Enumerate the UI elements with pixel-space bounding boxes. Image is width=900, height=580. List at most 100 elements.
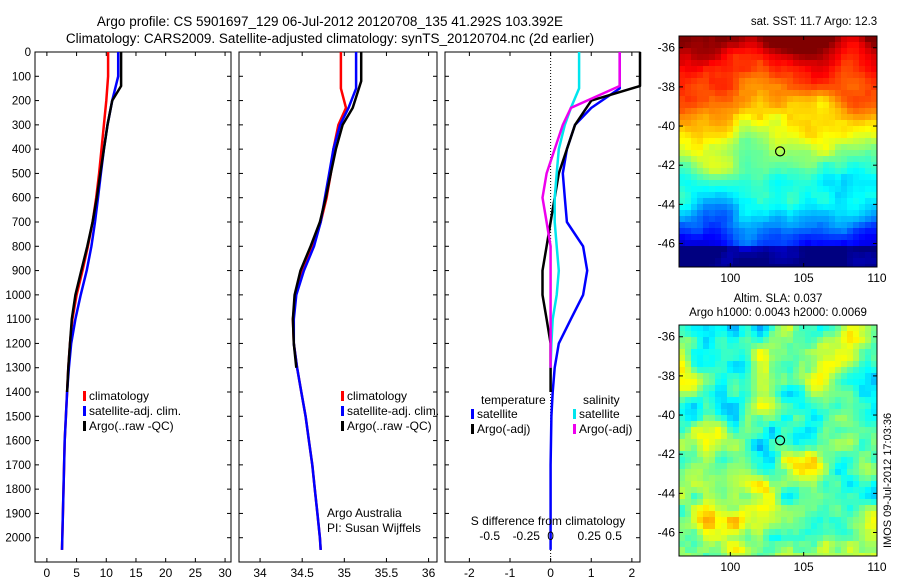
- map-cell: [799, 511, 806, 518]
- map-cell: [847, 409, 854, 416]
- map-cell: [829, 228, 836, 235]
- map-cell: [727, 397, 734, 404]
- map-cell: [769, 451, 776, 458]
- map-cell: [733, 120, 740, 127]
- map-cell: [745, 252, 752, 259]
- map-cell: [775, 204, 782, 211]
- map-cell: [775, 439, 782, 446]
- map-cell: [679, 541, 686, 548]
- map-cell: [835, 252, 842, 259]
- map-cell: [733, 427, 740, 434]
- map-cell: [859, 108, 866, 115]
- map-cell: [727, 409, 734, 416]
- map-cell: [805, 457, 812, 464]
- map-cell: [865, 463, 872, 470]
- map-cell: [859, 180, 866, 187]
- top-tick-label: -0.5: [479, 529, 500, 543]
- map-cell: [715, 331, 722, 338]
- map-cell: [859, 457, 866, 464]
- map-cell: [763, 523, 770, 530]
- map-cell: [793, 481, 800, 488]
- map-cell: [697, 433, 704, 440]
- series-line: [541, 52, 621, 368]
- map-cell: [853, 499, 860, 506]
- map-cell: [679, 60, 686, 67]
- map-cell: [799, 150, 806, 157]
- map-cell: [703, 493, 710, 500]
- map-cell: [823, 240, 830, 247]
- map-cell: [829, 517, 836, 524]
- map-cell: [697, 517, 704, 524]
- map-cell: [763, 108, 770, 115]
- map-cell: [763, 541, 770, 548]
- map-cell: [745, 325, 752, 332]
- map-cell: [835, 228, 842, 235]
- map-cell: [703, 403, 710, 410]
- map-cell: [799, 505, 806, 512]
- map-cell: [853, 144, 860, 151]
- map-cell: [679, 427, 686, 434]
- map-cell: [715, 337, 722, 344]
- map-cell: [853, 66, 860, 73]
- map-cell: [865, 48, 872, 55]
- map-cell: [709, 409, 716, 416]
- map-cell: [721, 264, 728, 268]
- map-cell: [757, 331, 764, 338]
- map-cell: [763, 78, 770, 85]
- map-cell: [811, 54, 818, 61]
- map-cell: [841, 343, 848, 350]
- map-cell: [679, 403, 686, 410]
- map-cell: [817, 228, 824, 235]
- map-cell: [871, 222, 878, 229]
- map-cell: [763, 258, 770, 265]
- map-cell: [697, 198, 704, 205]
- map-cell: [751, 433, 758, 440]
- map-cell: [739, 541, 746, 548]
- map-cell: [829, 162, 836, 169]
- map-cell: [703, 252, 710, 259]
- map-cell: [859, 343, 866, 350]
- map-cell: [709, 403, 716, 410]
- map-cell: [715, 186, 722, 193]
- map-cell: [859, 114, 866, 121]
- map-cell: [823, 180, 830, 187]
- map-cell: [775, 174, 782, 181]
- map-cell: [859, 331, 866, 338]
- map-cell: [709, 186, 716, 193]
- map-cell: [853, 102, 860, 109]
- map-cell: [757, 48, 764, 55]
- map-cell: [739, 505, 746, 512]
- map-cell: [817, 445, 824, 452]
- map-cell: [679, 487, 686, 494]
- map-cell: [733, 72, 740, 79]
- map-cell: [811, 144, 818, 151]
- map-cell: [859, 246, 866, 253]
- map-cell: [733, 529, 740, 536]
- map-cell: [805, 415, 812, 422]
- map-cell: [751, 162, 758, 169]
- map-cell: [763, 391, 770, 398]
- map-cell: [691, 349, 698, 356]
- map-cell: [703, 379, 710, 386]
- map-cell: [799, 102, 806, 109]
- map-cell: [685, 222, 692, 229]
- map-cell: [763, 493, 770, 500]
- map-cell: [709, 216, 716, 223]
- map-cell: [859, 523, 866, 530]
- map-cell: [763, 216, 770, 223]
- map-cell: [787, 180, 794, 187]
- map-cell: [727, 415, 734, 422]
- map-cell: [793, 427, 800, 434]
- map-cell: [853, 427, 860, 434]
- map-cell: [823, 505, 830, 512]
- map-cell: [853, 325, 860, 332]
- map-cell: [733, 463, 740, 470]
- map-cell: [721, 138, 728, 145]
- map-cell: [841, 547, 848, 554]
- map-cell: [793, 84, 800, 91]
- map-cell: [709, 469, 716, 476]
- map-cell: [871, 505, 878, 512]
- map-cell: [847, 415, 854, 422]
- map-cell: [841, 264, 848, 268]
- map-cell: [679, 439, 686, 446]
